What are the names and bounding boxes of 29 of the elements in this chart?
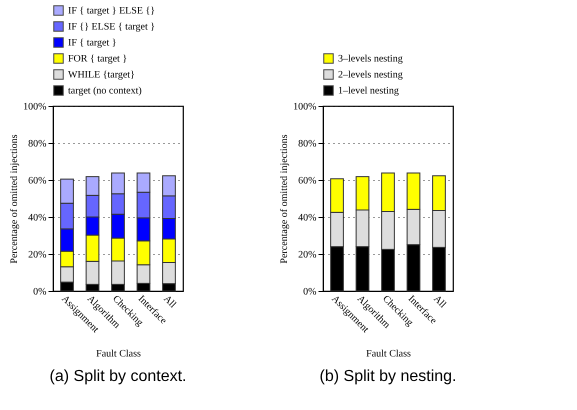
legend-label: 3–levels nesting (338, 54, 403, 64)
legend-label: IF { target } ELSE {} (68, 6, 156, 16)
legend-label: 2–levels nesting (338, 70, 403, 80)
y-tick-label: 100% (23, 102, 46, 112)
y-tick-label: 60% (298, 176, 316, 186)
y-axis-title: Percentage of omitted injections (279, 134, 290, 264)
y-tick-label: 80% (298, 138, 316, 150)
legend-label: FOR { target } (68, 54, 128, 64)
y-tick-label: 0% (303, 286, 316, 298)
y-tick-label: 0% (33, 286, 46, 298)
y-tick-label: 40% (298, 212, 316, 224)
y-tick-label: 60% (28, 176, 46, 186)
legend-label: IF {} ELSE { target } (68, 22, 156, 32)
x-tick-label: All (161, 294, 178, 310)
y-tick-label: 40% (28, 212, 46, 224)
x-tick-label: All (431, 294, 448, 310)
y-tick-label: 80% (28, 138, 46, 150)
legend-label: target (no context) (68, 86, 142, 96)
y-tick-label: 100% (293, 102, 316, 112)
x-axis-title: Fault Class (96, 348, 141, 360)
legend-label: 1–level nesting (338, 86, 399, 96)
text: (a) Split by context. (50, 368, 186, 385)
y-axis-title: Percentage of omitted injections (9, 134, 20, 264)
legend-label: IF { target } (68, 38, 117, 48)
legend-label: WHILE {target} (68, 70, 135, 80)
y-tick-label: 20% (28, 250, 46, 260)
y-tick-label: 20% (298, 250, 316, 260)
x-axis-title: Fault Class (366, 348, 411, 360)
text: (b) Split by nesting. (320, 368, 456, 385)
